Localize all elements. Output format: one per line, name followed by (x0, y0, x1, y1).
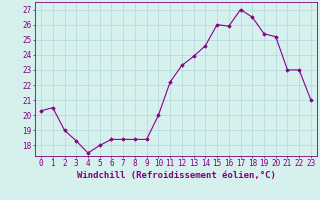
X-axis label: Windchill (Refroidissement éolien,°C): Windchill (Refroidissement éolien,°C) (76, 171, 276, 180)
